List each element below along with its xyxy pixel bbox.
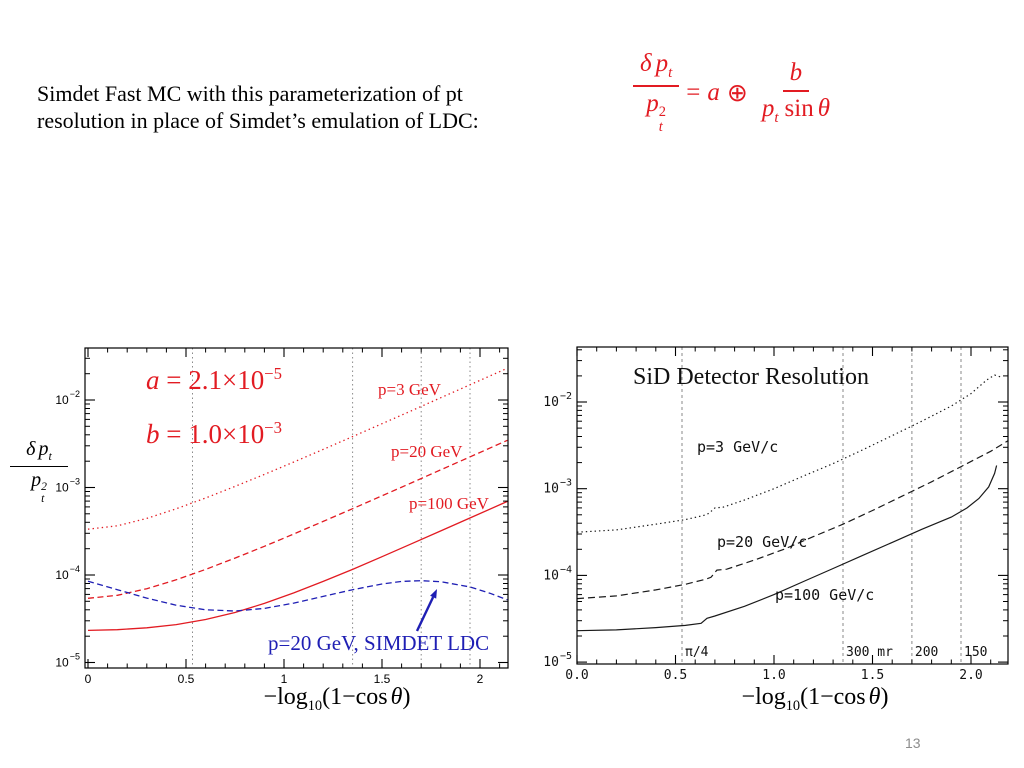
- svg-text:200: 200: [915, 645, 938, 660]
- right-curve-label-p100: p=100 GeV/c: [775, 586, 875, 604]
- header-line-1: Simdet Fast MC with this parameterizatio…: [37, 81, 463, 106]
- oplus-symbol: ⊕: [726, 79, 748, 107]
- svg-text:0.5: 0.5: [178, 672, 195, 686]
- svg-text:10−3: 10−3: [543, 478, 572, 497]
- left-curve-label-p3: p=3 GeV: [378, 380, 441, 399]
- annotation-a-value: a = 2.1×10−5: [146, 364, 283, 395]
- left-curve-label-simdet-ldc: p=20 GeV, SIMDET LDC: [268, 631, 490, 655]
- svg-text:10−2: 10−2: [543, 391, 572, 410]
- svg-text:0: 0: [85, 672, 92, 686]
- term-a: a: [707, 78, 720, 106]
- svg-text:π/4: π/4: [685, 645, 709, 660]
- page-number: 13: [905, 735, 921, 751]
- svg-text:0.5: 0.5: [664, 668, 687, 683]
- svg-text:10−4: 10−4: [55, 564, 80, 582]
- equals-sign: =: [686, 78, 701, 106]
- header-line-2: resolution in place of Simdet’s emulatio…: [37, 108, 479, 134]
- svg-text:10−5: 10−5: [55, 652, 80, 670]
- left-curve-label-p100: p=100 GeV: [409, 494, 489, 513]
- svg-text:10−2: 10−2: [55, 389, 80, 407]
- svg-text:1.5: 1.5: [861, 668, 884, 683]
- svg-text:2: 2: [477, 672, 484, 686]
- svg-text:150: 150: [964, 645, 987, 660]
- formula-rhs-fraction: b pt sin θ: [761, 58, 830, 126]
- svg-text:1.0: 1.0: [762, 668, 785, 683]
- right-x-axis-label: −log10(1−cos θ): [741, 684, 889, 714]
- annotation-b-value: b = 1.0×10−3: [146, 418, 283, 449]
- right-curve-label-p3: p=3 GeV/c: [697, 438, 779, 456]
- svg-text:0.0: 0.0: [565, 668, 588, 683]
- left-chart: 0 0.5 1 1.5 210−210−310−410−5: [55, 347, 509, 686]
- right-curve-label-p20: p=20 GeV/c: [717, 533, 808, 551]
- svg-text:10−4: 10−4: [543, 564, 572, 583]
- svg-text:300 mr: 300 mr: [846, 645, 893, 660]
- svg-text:2.0: 2.0: [959, 668, 982, 683]
- svg-text:1.5: 1.5: [374, 672, 391, 686]
- header-text: Simdet Fast MC with this parameterizatio…: [37, 80, 479, 135]
- right-chart-title: SiD Detector Resolution: [633, 364, 869, 390]
- left-curve-label-p20: p=20 GeV: [391, 442, 463, 461]
- left-x-axis-label: −log10(1−cos θ): [263, 684, 411, 714]
- svg-text:1: 1: [281, 672, 288, 686]
- right-chart: π/4 300 mr 200 150 0.0 0.5 1.0 1.5 2.0 10−2 10−3 10…: [543, 346, 1009, 683]
